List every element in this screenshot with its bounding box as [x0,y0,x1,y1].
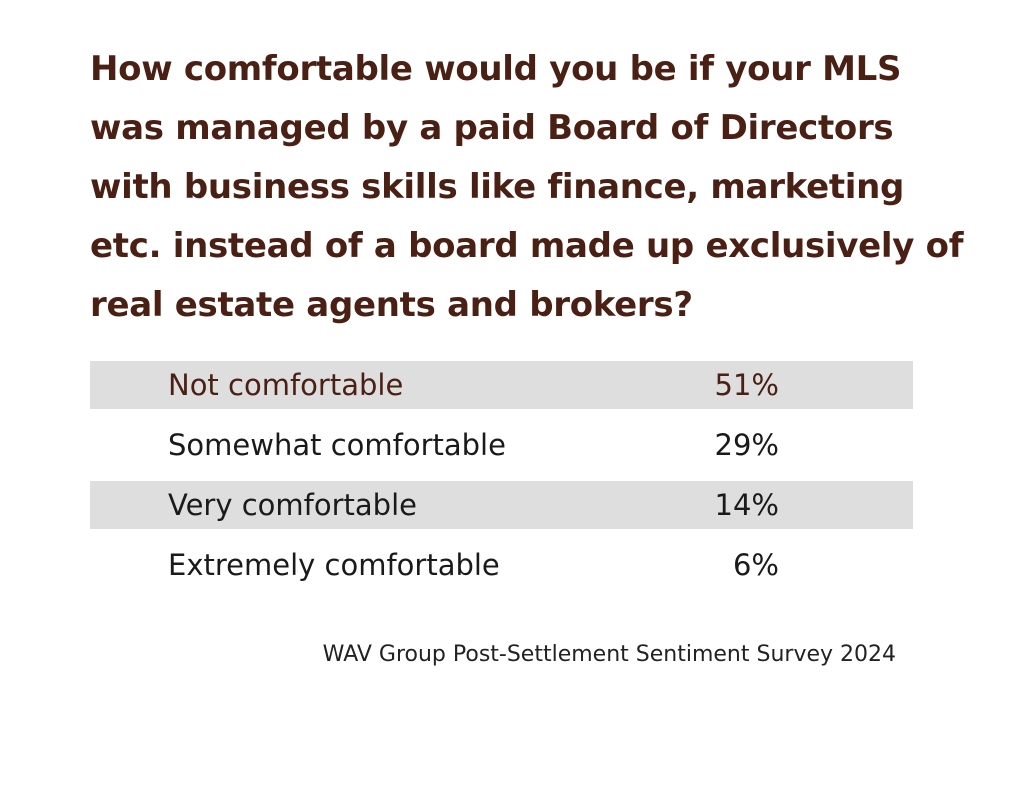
row-label: Somewhat comfortable [168,428,506,462]
row-label: Very comfortable [168,488,417,522]
chart-title: How comfortable would you be if your MLS… [90,49,964,325]
row-value: 6% [732,548,779,582]
row-value: 51% [714,368,779,402]
table-row: Extremely comfortable 6% [90,541,913,589]
row-label: Not comfortable [168,368,404,402]
row-value: 29% [714,428,779,462]
source-note: WAV Group Post-Settlement Sentiment Surv… [322,642,896,667]
table-row: Not comfortable 51% [90,361,913,409]
results-table: Not comfortable 51% Somewhat comfortable… [90,361,913,601]
table-row: Somewhat comfortable 29% [90,421,913,469]
table-row: Very comfortable 14% [90,481,913,529]
row-value: 14% [714,488,779,522]
row-label: Extremely comfortable [168,548,500,582]
